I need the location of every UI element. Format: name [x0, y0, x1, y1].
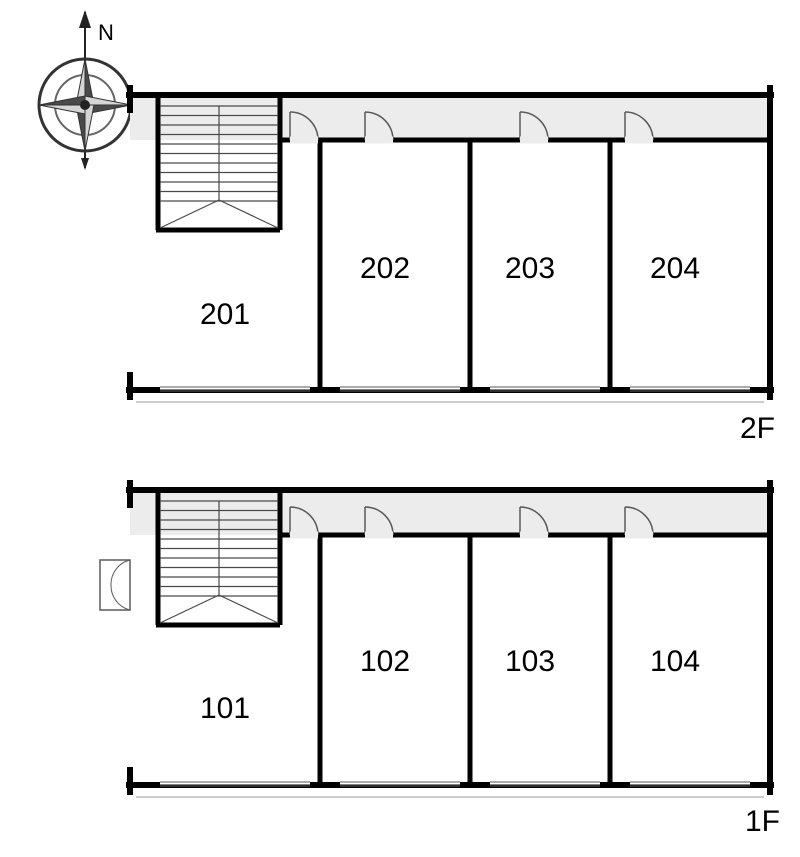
- room-label-203: 203: [505, 252, 555, 286]
- floorplan-page: N: [0, 0, 800, 857]
- room-label-103: 103: [505, 645, 555, 679]
- room-label-201: 201: [200, 298, 250, 332]
- floor-label-1f: 1F: [745, 805, 780, 839]
- floorplan-svg: [0, 0, 800, 857]
- room-label-104: 104: [650, 645, 700, 679]
- room-label-204: 204: [650, 252, 700, 286]
- floor-label-2f: 2F: [740, 412, 775, 446]
- room-label-101: 101: [200, 692, 250, 726]
- room-label-202: 202: [360, 252, 410, 286]
- room-label-102: 102: [360, 645, 410, 679]
